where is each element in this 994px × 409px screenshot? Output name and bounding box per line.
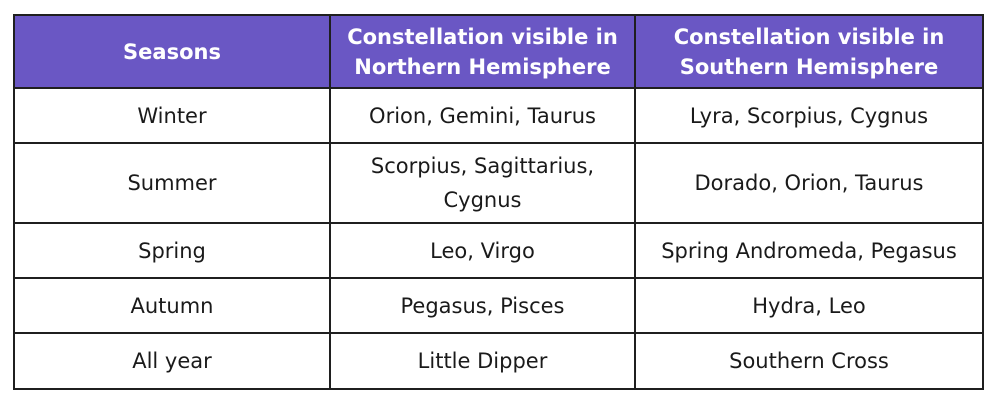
southern-cell: Spring Andromeda, Pegasus <box>634 222 984 279</box>
season-cell: Autumn <box>13 277 331 334</box>
southern-cell: Hydra, Leo <box>634 277 984 334</box>
northern-cell: Pegasus, Pisces <box>329 277 636 334</box>
header-southern-hemisphere: Constellation visible in Southern Hemisp… <box>634 14 984 89</box>
header-row: Seasons Constellation visible in Norther… <box>13 14 984 89</box>
northern-cell: Orion, Gemini, Taurus <box>329 87 636 144</box>
southern-cell: Lyra, Scorpius, Cygnus <box>634 87 984 144</box>
northern-cell: Scorpius, Sagittarius, Cygnus <box>329 142 636 224</box>
header-seasons: Seasons <box>13 14 331 89</box>
table-row: Summer Scorpius, Sagittarius, Cygnus Dor… <box>13 142 984 224</box>
table-row: Winter Orion, Gemini, Taurus Lyra, Scorp… <box>13 87 984 144</box>
northern-cell: Little Dipper <box>329 332 636 390</box>
season-cell: All year <box>13 332 331 390</box>
table-row: Autumn Pegasus, Pisces Hydra, Leo <box>13 277 984 334</box>
season-cell: Winter <box>13 87 331 144</box>
southern-cell: Dorado, Orion, Taurus <box>634 142 984 224</box>
southern-cell: Southern Cross <box>634 332 984 390</box>
season-cell: Spring <box>13 222 331 279</box>
northern-cell: Leo, Virgo <box>329 222 636 279</box>
constellations-table: Seasons Constellation visible in Norther… <box>13 14 984 390</box>
season-cell: Summer <box>13 142 331 224</box>
table-row: All year Little Dipper Southern Cross <box>13 332 984 390</box>
header-northern-hemisphere: Constellation visible in Northern Hemisp… <box>329 14 636 89</box>
table-row: Spring Leo, Virgo Spring Andromeda, Pega… <box>13 222 984 279</box>
